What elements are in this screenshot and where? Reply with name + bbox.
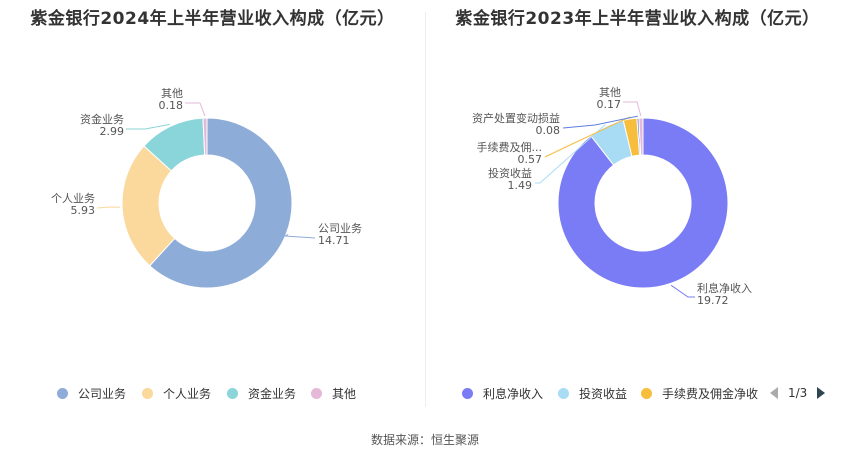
slice-label-name-1-3: 资产处置变动损益 xyxy=(472,111,560,125)
next-page-icon[interactable] xyxy=(817,387,826,399)
slice-label-value-1-1: 1.49 xyxy=(508,179,533,192)
legend-item-other[interactable]: 其他 xyxy=(311,384,356,402)
leader-line-0-3 xyxy=(185,102,206,117)
panel-divider xyxy=(425,12,426,407)
legend-2024: 公司业务 个人业务 资金业务 其他 xyxy=(0,384,425,404)
slice-label-name-1-2: 手续费及佣... xyxy=(477,140,543,154)
slice-label-value-0-1: 5.93 xyxy=(71,204,96,217)
legend-page-indicator: 1/3 xyxy=(788,386,808,400)
leader-line-1-4 xyxy=(623,101,642,117)
leader-line-1-3 xyxy=(562,115,638,129)
donut-chart-2023: 利息净收入19.72投资收益1.49手续费及佣...0.57资产处置变动损益0.… xyxy=(472,86,752,307)
legend-dot xyxy=(558,387,569,399)
slice-label-name-1-0: 利息净收入 xyxy=(697,281,752,295)
slice-label-value-0-3: 0.18 xyxy=(159,99,184,112)
legend-dot xyxy=(142,387,153,399)
chart-panel-2024: 紫金银行2024年上半年营业收入构成（亿元） 公司业务 14.71 个人业务 5.93… xyxy=(0,0,425,410)
legend-item-treasury[interactable]: 资金业务 xyxy=(227,384,296,402)
chart-panel-2023: 紫金银行2023年上半年营业收入构成（亿元） 利息净收入 19.72 投资收益 1.4… xyxy=(425,0,850,410)
source-note: 数据来源：恒生聚源 xyxy=(370,433,479,447)
prev-page-icon[interactable] xyxy=(770,387,778,399)
leader-line-1-0 xyxy=(670,284,695,298)
legend-label: 手续费及佣金净收 xyxy=(662,386,759,401)
slice-label-name-0-3: 其他 xyxy=(161,87,183,100)
slice-label-value-0-0: 14.71 xyxy=(318,234,350,247)
legend-label: 投资收益 xyxy=(579,386,628,401)
slice-label-value-1-0: 19.72 xyxy=(697,294,729,307)
legend-item-fee[interactable]: 手续费及佣金净收 xyxy=(641,384,758,402)
legend-item-personal[interactable]: 个人业务 xyxy=(142,384,211,402)
donut-slice-0-3[interactable] xyxy=(202,117,208,156)
leader-line-0-0 xyxy=(283,234,316,239)
slice-label-value-1-4: 0.17 xyxy=(597,98,622,111)
leader-line-0-1 xyxy=(96,206,121,209)
chart-title-2024: 紫金银行2024年上半年营业收入构成（亿元） xyxy=(30,9,395,29)
slice-label-value-1-3: 0.08 xyxy=(536,124,561,137)
donut-slice-0-0[interactable] xyxy=(148,117,293,289)
legend-pager: 1/3 xyxy=(770,384,826,402)
slice-label-name-0-1: 个人业务 xyxy=(51,192,95,205)
slice-label-name-0-0: 公司业务 xyxy=(318,222,362,235)
legend-item-net-interest[interactable]: 利息净收入 xyxy=(462,384,543,402)
leader-line-1-1 xyxy=(535,124,606,184)
legend-item-investment[interactable]: 投资收益 xyxy=(558,384,627,402)
slice-label-name-1-4: 其他 xyxy=(599,86,621,99)
slice-label-value-0-2: 2.99 xyxy=(100,125,125,138)
legend-label: 个人业务 xyxy=(163,386,212,401)
leader-line-0-2 xyxy=(126,123,170,130)
legend-dot xyxy=(227,387,238,399)
legend-dot xyxy=(57,387,68,399)
chart-title-2023: 紫金银行2023年上半年营业收入构成（亿元） xyxy=(455,9,820,29)
legend-dot xyxy=(311,387,322,399)
slice-label-name-0-2: 资金业务 xyxy=(80,112,124,126)
legend-dot xyxy=(462,387,473,399)
legend-label: 其他 xyxy=(332,386,357,401)
donut-slice-1-4[interactable] xyxy=(638,117,644,156)
slice-label-value-1-2: 0.57 xyxy=(518,153,543,166)
legend-dot xyxy=(641,387,652,399)
legend-2023: 利息净收入 投资收益 手续费及佣金净收 xyxy=(425,384,850,404)
legend-label: 资金业务 xyxy=(248,386,297,401)
legend-label: 公司业务 xyxy=(78,386,127,401)
donut-slice-1-0[interactable] xyxy=(557,117,729,289)
legend-item-corporate[interactable]: 公司业务 xyxy=(57,384,126,402)
leader-line-1-2 xyxy=(544,116,630,158)
legend-label: 利息净收入 xyxy=(483,386,544,401)
slice-label-name-1-1: 投资收益 xyxy=(488,166,532,180)
